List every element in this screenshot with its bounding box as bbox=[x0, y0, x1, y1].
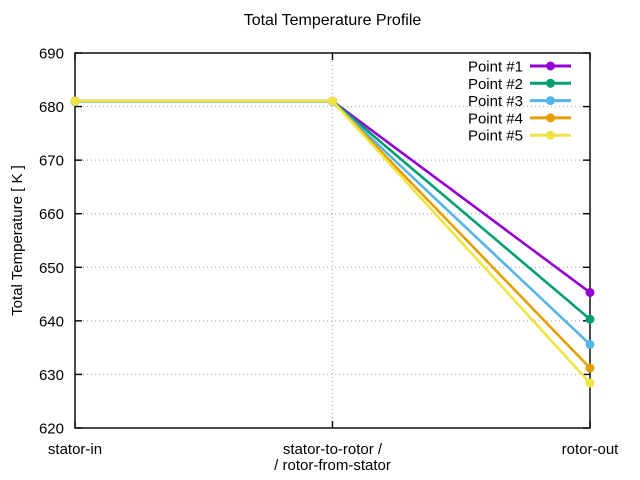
series-marker-point-4 bbox=[585, 363, 595, 373]
legend-label: Point #1 bbox=[468, 59, 523, 76]
series-marker-point-3 bbox=[585, 339, 595, 349]
legend-item-point-3: Point #3 bbox=[468, 93, 571, 110]
series-layer bbox=[70, 96, 595, 388]
y-tick-label: 690 bbox=[39, 46, 64, 63]
legend-label: Point #3 bbox=[468, 93, 523, 110]
legend-item-point-1: Point #1 bbox=[468, 59, 571, 76]
x-tick-label-stator-to-rotor-line1: stator-to-rotor / bbox=[283, 441, 383, 458]
y-axis-label: Total Temperature [ K ] bbox=[9, 165, 26, 316]
plot-border bbox=[74, 52, 591, 429]
y-tick-label: 620 bbox=[39, 421, 64, 438]
y-tick-label: 670 bbox=[39, 153, 64, 170]
legend-label: Point #5 bbox=[468, 128, 523, 145]
series-marker-point-1 bbox=[585, 287, 595, 297]
legend-marker bbox=[546, 61, 555, 71]
y-tick-label: 640 bbox=[39, 313, 64, 330]
legend-item-point-2: Point #2 bbox=[468, 76, 571, 93]
y-tick-label: 650 bbox=[39, 260, 64, 277]
x-tick-label-rotor-out: rotor-out bbox=[562, 441, 620, 458]
series-marker-point-5 bbox=[328, 96, 337, 106]
legend-marker bbox=[546, 113, 555, 123]
y-tick-labels: 620 630 640 650 660 670 680 690 bbox=[39, 46, 64, 438]
legend-marker bbox=[546, 96, 555, 106]
y-tick-label: 680 bbox=[39, 99, 64, 116]
y-tick-label: 660 bbox=[39, 206, 64, 223]
y-tick-label: 630 bbox=[39, 367, 64, 384]
x-tick-label-stator-to-rotor-line2: / rotor-from-stator bbox=[274, 457, 391, 474]
legend-label: Point #4 bbox=[468, 110, 523, 127]
legend-marker bbox=[546, 130, 555, 140]
legend-item-point-4: Point #4 bbox=[468, 110, 571, 127]
legend-item-point-5: Point #5 bbox=[468, 128, 571, 145]
series-marker-point-5 bbox=[70, 96, 80, 106]
x-tick-label-stator-in: stator-in bbox=[48, 441, 102, 458]
legend-label: Point #2 bbox=[468, 76, 523, 93]
legend-marker bbox=[546, 78, 555, 88]
series-marker-point-2 bbox=[585, 314, 595, 324]
chart-title: Total Temperature Profile bbox=[244, 12, 422, 29]
series-marker-point-5 bbox=[585, 378, 595, 388]
